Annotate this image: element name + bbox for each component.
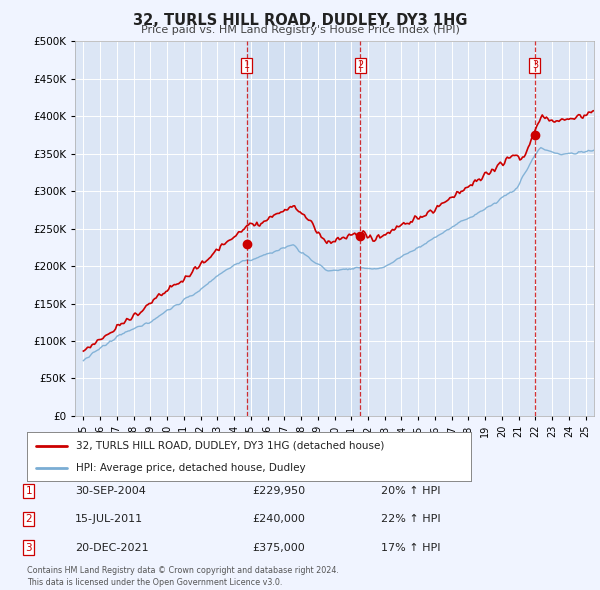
Text: 2: 2 xyxy=(25,514,32,524)
Text: 1: 1 xyxy=(25,486,32,496)
Text: 20% ↑ HPI: 20% ↑ HPI xyxy=(381,486,440,496)
Text: Price paid vs. HM Land Registry's House Price Index (HPI): Price paid vs. HM Land Registry's House … xyxy=(140,25,460,35)
Text: 32, TURLS HILL ROAD, DUDLEY, DY3 1HG: 32, TURLS HILL ROAD, DUDLEY, DY3 1HG xyxy=(133,13,467,28)
Text: 32, TURLS HILL ROAD, DUDLEY, DY3 1HG (detached house): 32, TURLS HILL ROAD, DUDLEY, DY3 1HG (de… xyxy=(76,441,384,451)
Bar xyxy=(247,41,360,416)
Text: HPI: Average price, detached house, Dudley: HPI: Average price, detached house, Dudl… xyxy=(76,463,305,473)
Text: 30-SEP-2004: 30-SEP-2004 xyxy=(75,486,146,496)
Text: £229,950: £229,950 xyxy=(252,486,305,496)
Text: 20-DEC-2021: 20-DEC-2021 xyxy=(75,543,149,552)
Text: 1: 1 xyxy=(244,60,250,70)
Text: £375,000: £375,000 xyxy=(252,543,305,552)
Text: Contains HM Land Registry data © Crown copyright and database right 2024.
This d: Contains HM Land Registry data © Crown c… xyxy=(27,566,339,587)
Text: 3: 3 xyxy=(25,543,32,552)
Text: 2: 2 xyxy=(357,60,364,70)
Text: 17% ↑ HPI: 17% ↑ HPI xyxy=(381,543,440,552)
Text: 22% ↑ HPI: 22% ↑ HPI xyxy=(381,514,440,524)
Text: 15-JUL-2011: 15-JUL-2011 xyxy=(75,514,143,524)
Text: £240,000: £240,000 xyxy=(252,514,305,524)
Text: 3: 3 xyxy=(532,60,538,70)
